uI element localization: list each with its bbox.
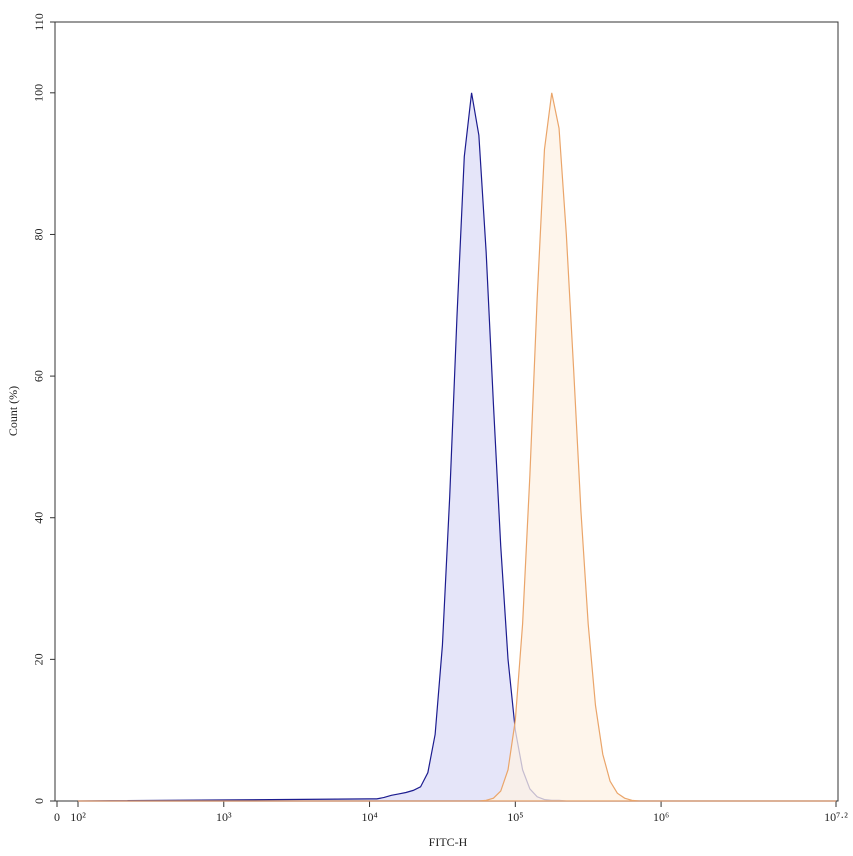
x-tick-label: 10⁴	[361, 810, 377, 824]
y-tick-label: 80	[32, 228, 46, 240]
y-tick-label: 40	[32, 512, 46, 524]
y-axis-label: Count (%)	[6, 386, 20, 436]
x-axis-label: FITC-H	[429, 835, 468, 849]
y-tick-label: 100	[32, 84, 46, 102]
x-tick-label: 10⁵	[507, 810, 523, 824]
histogram-curve	[78, 92, 836, 802]
histogram-curve	[77, 92, 836, 802]
y-tick-label: 110	[32, 13, 46, 31]
x-tick-label: 10⁶	[653, 810, 669, 824]
y-tick-label: 0	[32, 798, 46, 804]
x-tick-label: 10²	[70, 810, 86, 824]
x-tick-label: 0	[54, 810, 60, 824]
y-tick-label: 20	[32, 653, 46, 665]
x-tick-label: 10³	[216, 810, 232, 824]
y-tick-label: 60	[32, 370, 46, 382]
x-tick-label: 10⁷·²	[824, 810, 848, 824]
